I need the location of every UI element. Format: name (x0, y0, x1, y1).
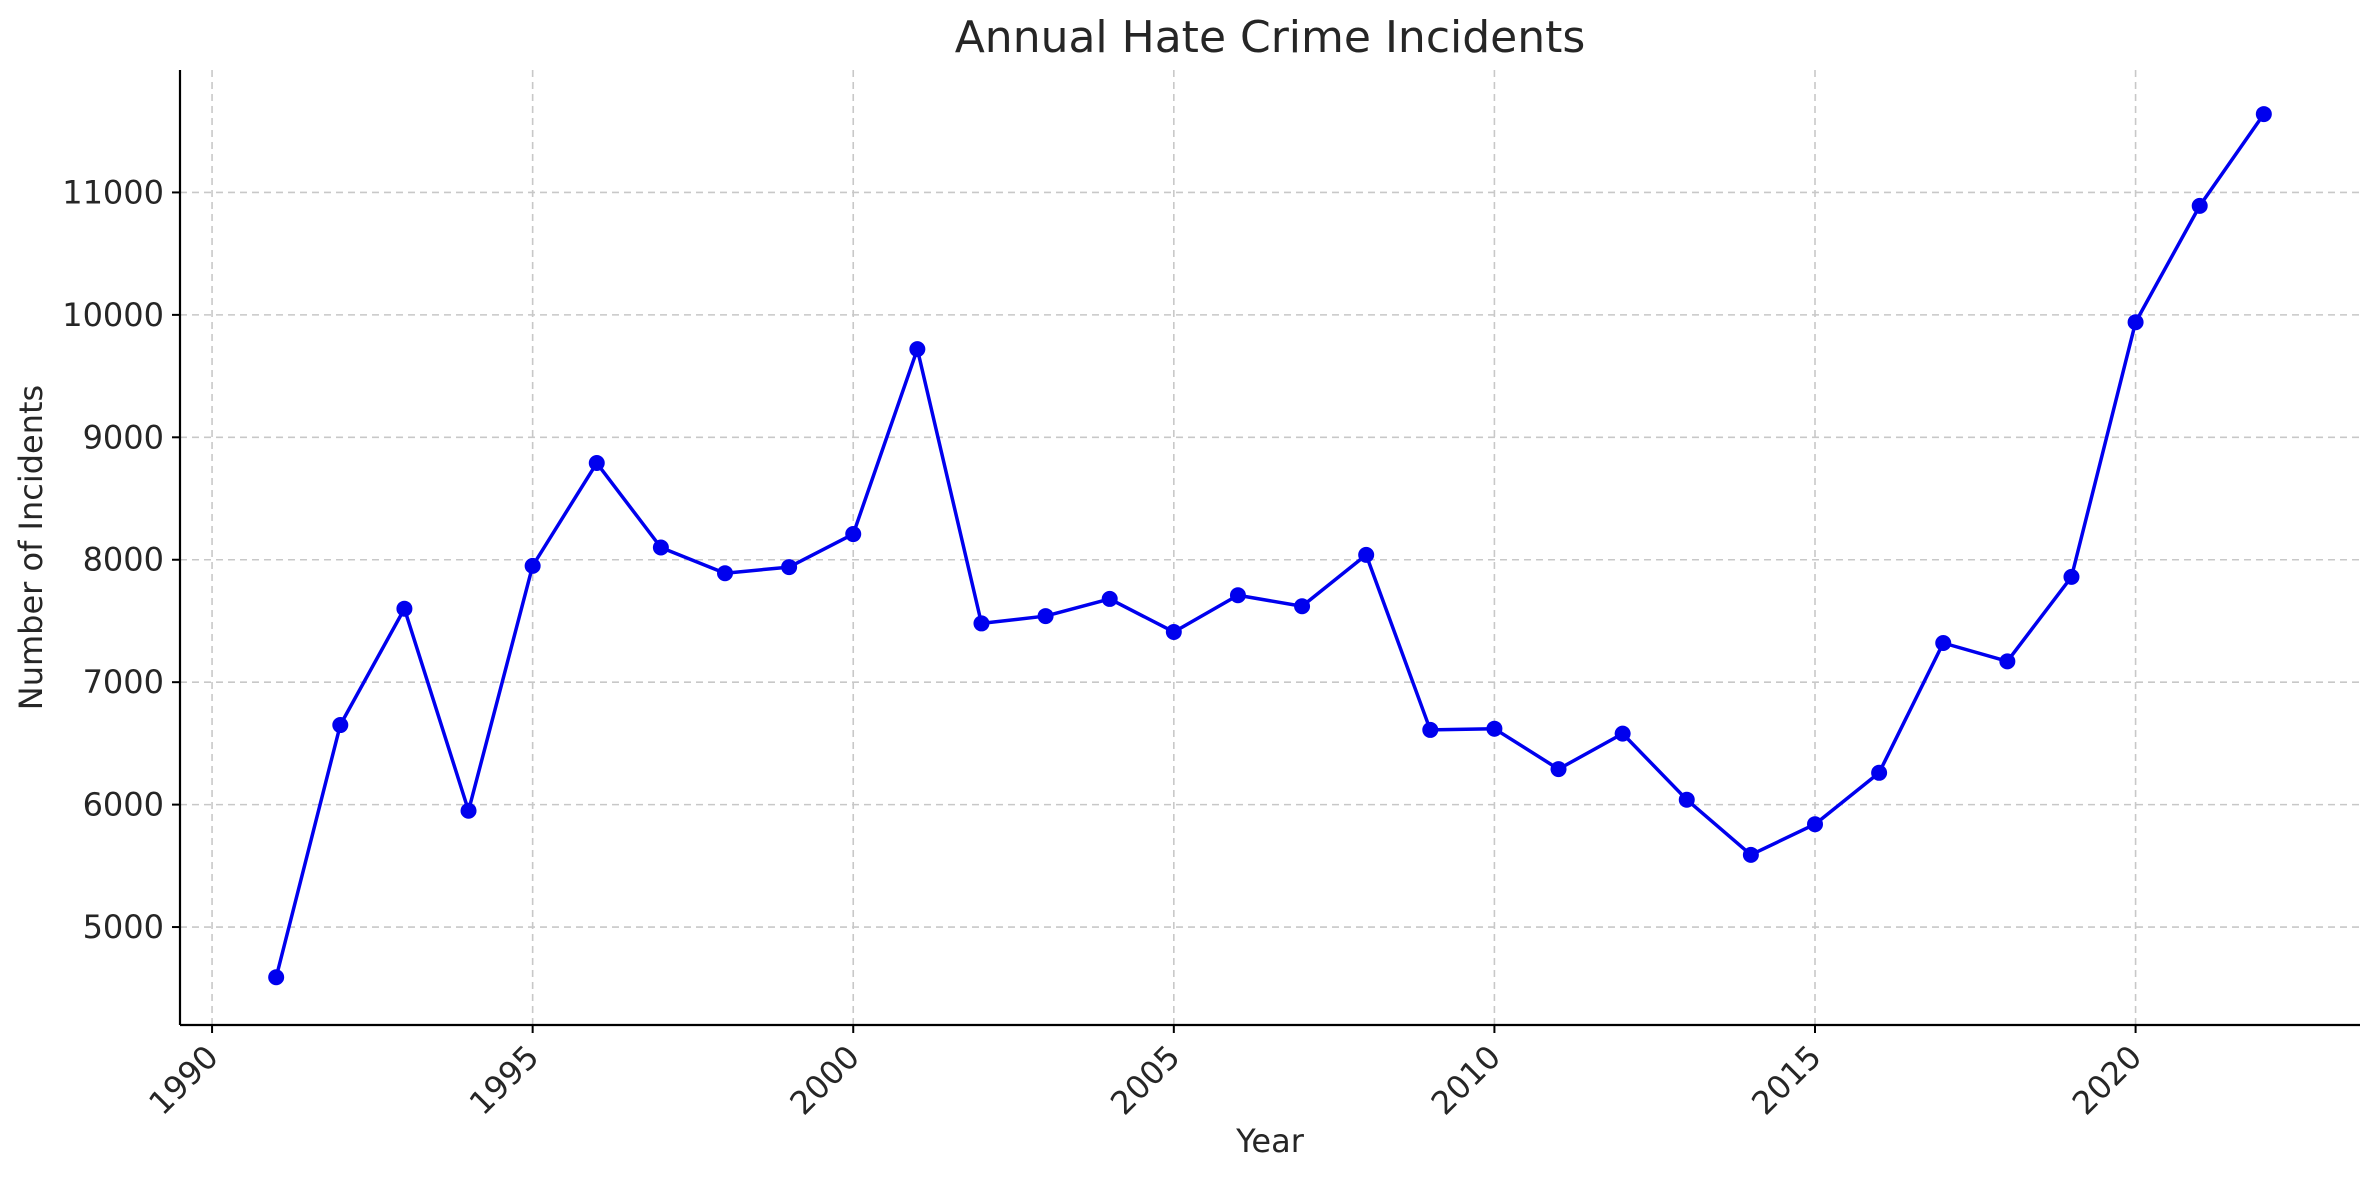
data-point (524, 557, 541, 574)
data-point (1358, 546, 1375, 563)
data-point (588, 455, 605, 472)
data-point (1999, 653, 2016, 670)
data-point (1101, 590, 1118, 607)
x-tick-label: 2000 (782, 1038, 866, 1122)
x-tick-label: 1995 (462, 1038, 546, 1122)
data-point (1229, 587, 1246, 604)
y-tick-label: 7000 (83, 663, 164, 701)
data-point (1422, 721, 1439, 738)
y-tick-label: 5000 (83, 908, 164, 946)
data-point (1165, 623, 1182, 640)
data-point (717, 565, 733, 582)
x-tick-label: 2010 (1424, 1038, 1508, 1122)
data-point (1742, 846, 1759, 863)
data-point (1935, 635, 1952, 651)
data-point (1871, 764, 1888, 781)
data-point (2255, 106, 2272, 123)
data-point (2063, 568, 2080, 585)
data-point (1294, 598, 1311, 615)
x-tick-label: 1990 (141, 1038, 225, 1122)
data-point (973, 615, 990, 632)
data-point (1614, 725, 1631, 742)
series-line (274, 113, 2266, 978)
y-tick-label: 6000 (83, 786, 164, 824)
x-tick-label: 2005 (1103, 1038, 1187, 1122)
data-point (1550, 761, 1567, 778)
x-tick-label: 2020 (2065, 1038, 2149, 1122)
data-point (332, 717, 349, 734)
y-tick-label: 8000 (83, 541, 164, 579)
data-point (1807, 816, 1823, 833)
data-point (2191, 197, 2208, 214)
y-tick-label: 11000 (62, 173, 164, 211)
data-point (460, 802, 477, 819)
data-point (652, 539, 669, 556)
series (268, 106, 2272, 986)
data-point (2127, 314, 2144, 331)
data-point (1486, 720, 1503, 737)
chart-title: Annual Hate Crime Incidents (955, 12, 1586, 63)
y-tick-label: 10000 (62, 296, 164, 334)
y-tick-label: 9000 (83, 418, 164, 456)
data-point (845, 526, 862, 543)
data-point (1678, 791, 1695, 808)
data-point (396, 600, 413, 617)
data-point (268, 969, 285, 986)
tick-labels: 1990 1995 2000 2005 2010 2015 2020 5000 6000 7000… (62, 173, 2149, 1122)
data-point (1037, 608, 1054, 625)
x-axis-title: Year (1235, 1122, 1305, 1160)
x-tick-label: 2015 (1744, 1038, 1828, 1122)
y-axis-title: Number of Incidents (12, 385, 50, 710)
data-point (909, 341, 926, 358)
grid (180, 70, 2360, 1025)
axes (178, 70, 2360, 1027)
data-point (781, 559, 798, 576)
